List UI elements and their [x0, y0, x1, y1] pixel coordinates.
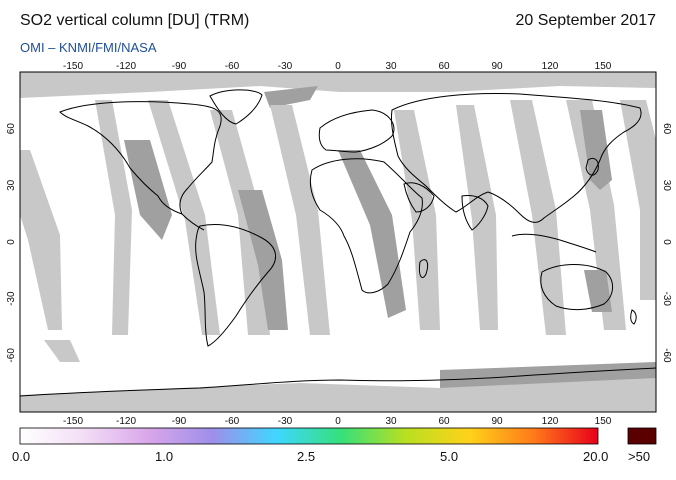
- lon-top-tick-label: -90: [172, 61, 187, 72]
- map-title: SO2 vertical column [DU] (TRM): [20, 12, 250, 29]
- missing-swath-4: [210, 110, 270, 335]
- map-date: 20 September 2017: [515, 12, 656, 29]
- lon-bottom-tick-label: 120: [542, 416, 559, 427]
- dark-swath-4: [580, 110, 612, 190]
- lat-left-tick-label: 30: [6, 179, 17, 191]
- lon-bottom-tick-label: -30: [278, 416, 293, 427]
- colorbar-label-0: 0.0: [12, 449, 31, 464]
- lon-top-tick-label: -60: [225, 61, 240, 72]
- colorbar-label-1: 1.0: [155, 449, 174, 464]
- lat-right-tick-label: -60: [661, 348, 672, 363]
- colorbar-label-4: 20.0: [583, 449, 609, 464]
- data-source-label: OMI – KNMI/FMI/NASA: [20, 40, 157, 55]
- longitude-top-labels: -150 -120 -90 -60 -30 0 30 60 90 120 150: [63, 61, 612, 72]
- south-america-outline: [195, 224, 276, 347]
- lat-left-tick-label: 60: [6, 123, 17, 135]
- lat-right-tick-label: -30: [661, 291, 672, 306]
- dark-swath-1: [124, 140, 172, 240]
- australia-outline: [540, 264, 613, 311]
- lat-left-tick-label: -30: [6, 291, 17, 306]
- longitude-bottom-labels: -150 -120 -90 -60 -30 0 30 60 90 120 150: [63, 416, 612, 427]
- missing-swath-11: [44, 340, 80, 362]
- africa-outline: [309, 158, 423, 294]
- lat-right-tick-label: 0: [661, 239, 672, 245]
- lon-top-tick-label: 60: [438, 61, 450, 72]
- lon-bottom-tick-label: -60: [225, 416, 240, 427]
- lon-bottom-tick-label: 90: [491, 416, 503, 427]
- lon-top-tick-label: -30: [278, 61, 293, 72]
- lon-bottom-tick-label: 30: [385, 416, 397, 427]
- missing-swath-3: [148, 100, 220, 335]
- latitude-right-labels: 60 30 0 -30 -60: [661, 123, 672, 363]
- missing-swath-1: [20, 150, 62, 330]
- colorbar-overflow-label: >50: [628, 449, 651, 464]
- lon-top-tick-label: 120: [542, 61, 559, 72]
- lon-top-tick-label: -120: [116, 61, 136, 72]
- lon-top-tick-label: 150: [595, 61, 612, 72]
- lon-top-tick-label: 30: [385, 61, 397, 72]
- missing-swath-10: [620, 100, 656, 300]
- arctic-missing-region: [20, 72, 656, 98]
- central-america-outline: [181, 213, 205, 231]
- missing-swath-7: [456, 105, 498, 330]
- lon-top-tick-label: 90: [491, 61, 503, 72]
- lon-bottom-tick-label: -120: [116, 416, 136, 427]
- madagascar-outline: [419, 259, 429, 278]
- antarctic-dark-patch: [440, 362, 656, 388]
- lon-bottom-tick-label: -90: [172, 416, 187, 427]
- lon-top-tick-label: -150: [63, 61, 83, 72]
- indonesia-outline: [511, 233, 597, 253]
- missing-swath-9: [566, 100, 626, 330]
- arabia-outline: [403, 182, 435, 213]
- greenland-outline: [209, 89, 263, 125]
- missing-swath-8: [510, 100, 566, 335]
- north-america-outline: [59, 101, 222, 215]
- missing-swath-6: [394, 110, 440, 330]
- lat-right-tick-label: 60: [661, 123, 672, 135]
- lon-bottom-tick-label: 60: [438, 416, 450, 427]
- lat-right-tick-label: 30: [661, 180, 672, 192]
- missing-swath-2: [95, 100, 132, 335]
- europe-outline: [318, 109, 395, 153]
- latitude-left-labels: 60 30 0 -30 -60: [6, 123, 17, 363]
- asia-outline: [391, 93, 642, 223]
- dark-swath-5: [584, 270, 612, 312]
- lat-left-tick-label: -60: [6, 348, 17, 363]
- arctic-dark-patch: [264, 86, 318, 108]
- india-outline: [461, 195, 489, 231]
- colorbar-label-2: 2.5: [297, 449, 316, 464]
- lon-top-tick-label: 0: [335, 61, 341, 72]
- lon-bottom-tick-label: -150: [63, 416, 83, 427]
- colorbar: [19, 427, 599, 445]
- lon-bottom-tick-label: 150: [595, 416, 612, 427]
- dark-swath-3: [338, 150, 406, 318]
- lat-left-tick-label: 0: [6, 239, 17, 245]
- map-frame: [19, 71, 657, 413]
- antarctica-outline: [20, 367, 656, 397]
- coastlines: [20, 89, 656, 397]
- colorbar-overflow-box: [627, 427, 657, 445]
- missing-swath-5: [270, 105, 330, 335]
- dark-swath-2: [238, 190, 288, 330]
- swath-layer: [20, 72, 656, 412]
- colorbar-label-3: 5.0: [440, 449, 459, 464]
- lon-bottom-tick-label: 0: [335, 416, 341, 427]
- japan-outline: [585, 157, 599, 176]
- new-zealand-outline: [630, 309, 637, 325]
